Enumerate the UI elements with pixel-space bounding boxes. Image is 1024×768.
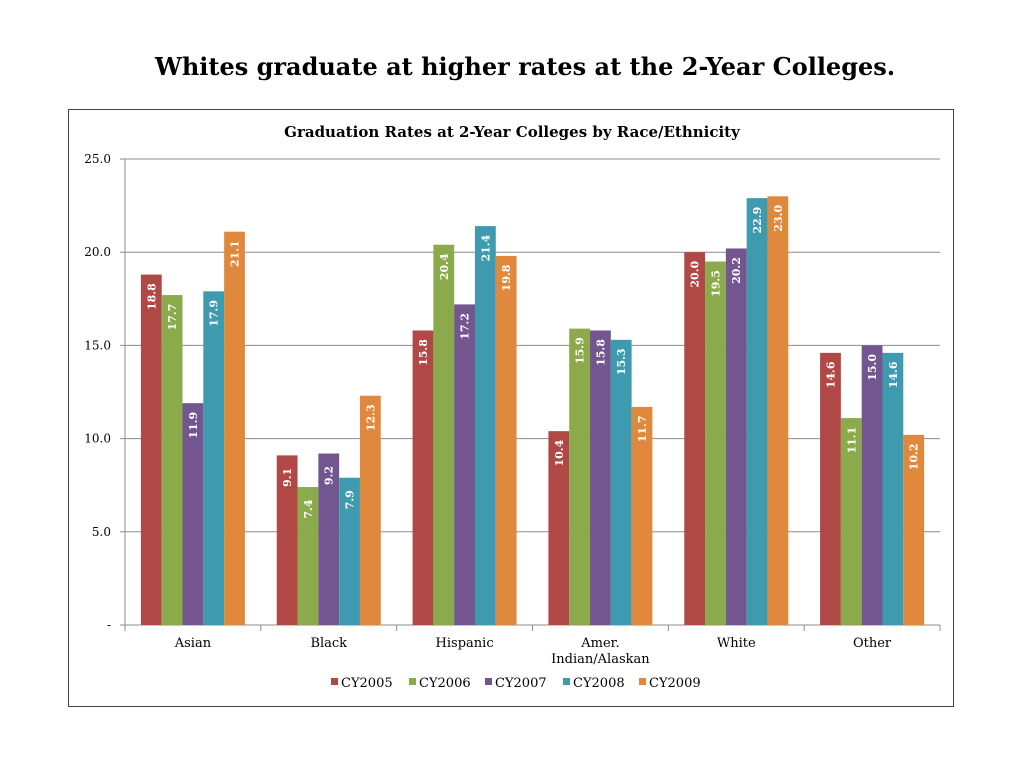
- bar-cy2008-2: [474, 226, 496, 625]
- bar-cy2006-0: [161, 295, 183, 625]
- chart-title: Graduation Rates at 2-Year Colleges by R…: [284, 123, 741, 141]
- data-label: 23.0: [772, 205, 785, 232]
- bar-cy2005-1: [276, 455, 298, 625]
- bars: [140, 196, 925, 626]
- y-tick-label: -: [107, 618, 111, 632]
- bar-chart: Graduation Rates at 2-Year Colleges by R…: [84, 123, 941, 691]
- legend-swatch-cy2005: [331, 678, 338, 685]
- data-label: 18.8: [145, 283, 158, 310]
- data-label: 15.8: [594, 339, 607, 366]
- data-label: 14.6: [824, 361, 837, 388]
- bar-cy2006-5: [840, 418, 862, 625]
- axes: - 5.0 10.0 15.0 20.0 25.0 Asian Black Hispanic Am…: [84, 152, 941, 667]
- bar-cy2009-2: [495, 255, 517, 626]
- bar-cy2008-0: [203, 291, 225, 625]
- data-label: 20.0: [689, 260, 702, 287]
- y-tick-label: 25.0: [84, 152, 111, 166]
- chart-frame: Graduation Rates at 2-Year Colleges by R…: [68, 109, 954, 707]
- data-label: 14.6: [887, 361, 900, 388]
- bar-cy2006-2: [433, 244, 455, 625]
- bar-cy2009-3: [631, 406, 653, 625]
- data-label: 10.2: [908, 443, 921, 470]
- bar-cy2006-1: [297, 487, 319, 625]
- x-category-label: Amer.: [580, 636, 619, 651]
- bar-cy2007-4: [725, 248, 747, 626]
- x-category-label: White: [717, 636, 756, 651]
- y-tick-label: 15.0: [84, 338, 111, 352]
- data-label: 21.1: [229, 240, 242, 267]
- data-label: 9.2: [323, 466, 336, 485]
- legend-label-cy2006: CY2006: [419, 676, 471, 691]
- legend-swatch-cy2006: [409, 678, 416, 685]
- bar-cy2008-5: [882, 352, 904, 625]
- data-label: 22.9: [751, 207, 764, 234]
- bar-cy2005-4: [684, 252, 706, 625]
- data-label: 11.7: [636, 416, 649, 443]
- bar-cy2005-0: [140, 274, 162, 625]
- bar-cy2009-4: [767, 196, 789, 625]
- data-label: 20.2: [730, 257, 743, 284]
- legend-label-cy2008: CY2008: [573, 676, 625, 691]
- data-label: 21.4: [479, 234, 492, 261]
- data-label: 7.4: [302, 499, 315, 518]
- bar-cy2009-0: [224, 231, 245, 626]
- data-label: 11.1: [845, 427, 858, 454]
- data-label: 15.8: [417, 339, 430, 366]
- x-category-label: Indian/Alaskan: [551, 652, 650, 667]
- bar-cy2008-3: [610, 339, 632, 625]
- legend-swatch-cy2009: [639, 678, 646, 685]
- data-label: 11.9: [187, 412, 200, 439]
- legend-label-cy2005: CY2005: [341, 676, 393, 691]
- bar-cy2006-4: [705, 261, 726, 625]
- data-label: 20.4: [438, 253, 451, 280]
- bar-cy2005-5: [820, 352, 841, 625]
- data-label: 15.0: [866, 354, 879, 381]
- bar-cy2007-5: [861, 345, 883, 625]
- legend-label-cy2007: CY2007: [495, 676, 547, 691]
- bar-cy2005-3: [548, 431, 570, 625]
- x-category-label: Other: [853, 636, 892, 651]
- x-category-label: Asian: [174, 636, 212, 651]
- data-label: 15.3: [615, 348, 628, 375]
- data-label: 7.9: [344, 490, 357, 509]
- data-label: 15.9: [574, 337, 587, 364]
- bar-cy2008-4: [746, 198, 768, 626]
- bar-cy2007-3: [590, 330, 611, 625]
- data-label: 17.9: [208, 300, 221, 327]
- y-tick-label: 20.0: [84, 245, 111, 259]
- bar-cy2005-2: [412, 330, 434, 625]
- data-label: 17.7: [166, 304, 179, 331]
- x-category-label: Black: [310, 636, 347, 651]
- legend-swatch-cy2007: [485, 678, 492, 685]
- gridlines: [125, 158, 940, 533]
- data-label: 9.1: [281, 468, 294, 487]
- y-tick-label: 10.0: [84, 432, 111, 446]
- slide-title: Whites graduate at higher rates at the 2…: [154, 52, 896, 81]
- bar-cy2009-5: [903, 434, 925, 625]
- bar-cy2007-0: [182, 403, 204, 625]
- legend-swatch-cy2008: [563, 678, 570, 685]
- data-label: 17.2: [459, 313, 472, 340]
- data-label: 12.3: [364, 404, 377, 431]
- bar-cy2007-1: [318, 453, 340, 625]
- bar-cy2008-1: [339, 477, 360, 625]
- legend-label-cy2009: CY2009: [649, 676, 701, 691]
- data-labels: 18.8 17.7 11.9 17.9 21.1 9.1 7.4 9.2 7.9 12.3 15.8…: [145, 205, 920, 519]
- data-label: 10.4: [553, 439, 566, 466]
- x-category-label: Hispanic: [436, 636, 494, 651]
- legend: CY2005 CY2006 CY2007 CY2008 CY2009: [331, 676, 701, 691]
- bar-cy2007-2: [454, 304, 475, 625]
- bar-cy2009-1: [359, 395, 381, 625]
- bar-cy2006-3: [569, 328, 591, 625]
- y-tick-label: 5.0: [92, 525, 111, 539]
- data-label: 19.8: [500, 264, 513, 291]
- data-label: 19.5: [709, 270, 722, 297]
